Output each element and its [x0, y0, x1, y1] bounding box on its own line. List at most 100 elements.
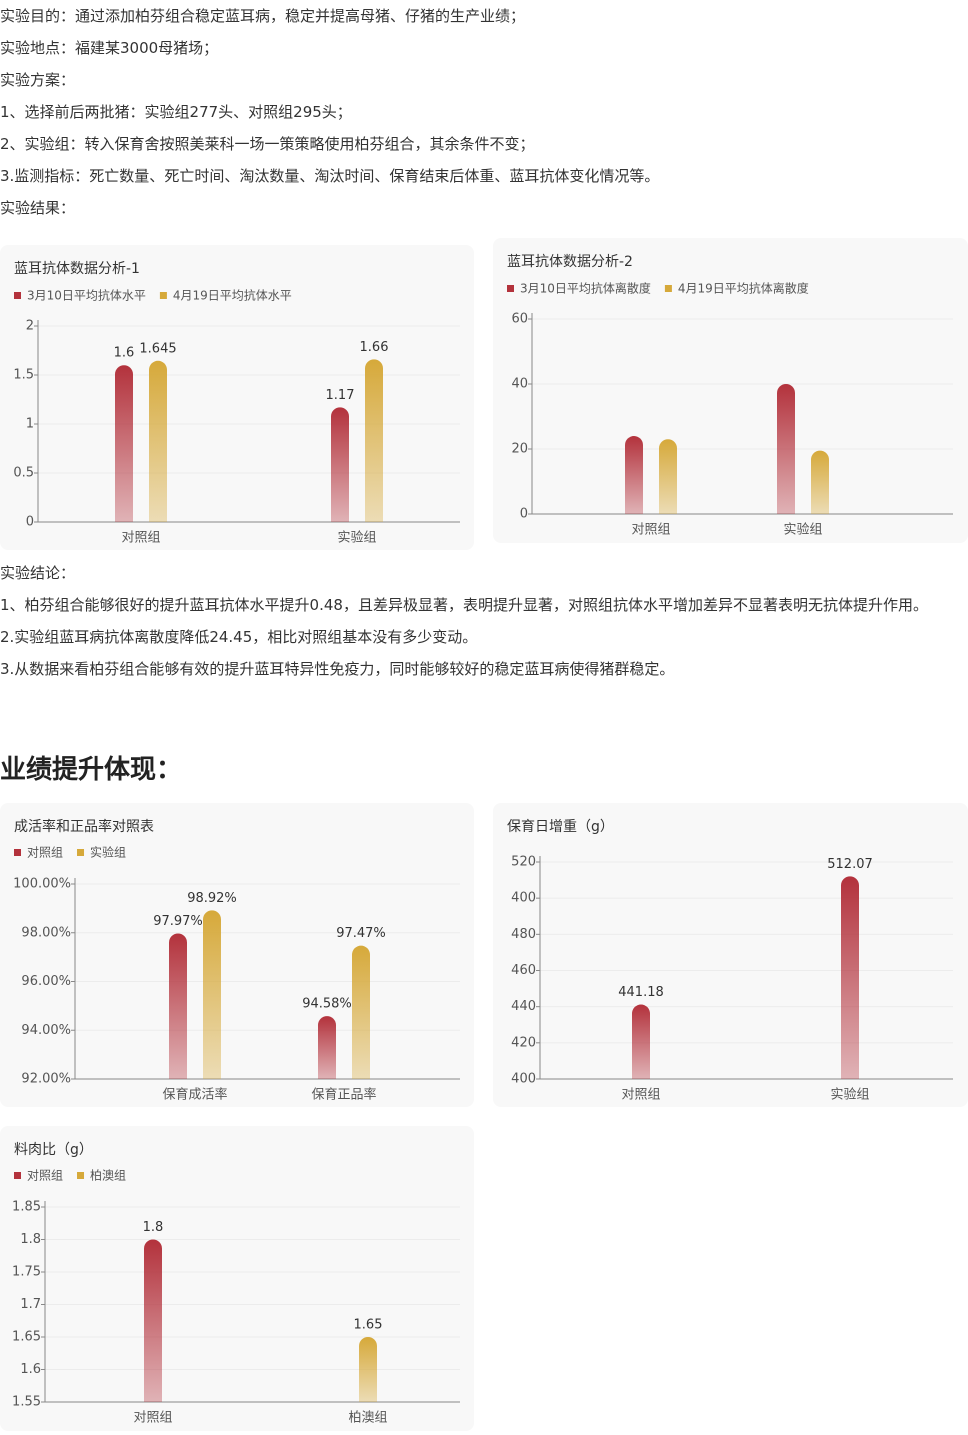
x-tick-label: 对照组	[133, 1411, 172, 1426]
data-label: 98.92%	[187, 891, 237, 906]
paragraph: 3.监测指标：死亡数量、死亡时间、淘汰数量、淘汰时间、保育结束后体重、蓝耳抗体变…	[0, 167, 660, 185]
chart-title: 保育日增重（g）	[507, 819, 614, 835]
y-tick-label: 98.00%	[21, 925, 71, 940]
paragraph: 实验目的：通过添加柏芬组合稳定蓝耳病，稳定并提高母猪、仔猪的生产业绩；	[0, 7, 526, 25]
y-tick-label: 420	[511, 1035, 536, 1050]
legend-label: 4月19日平均抗体离散度	[678, 281, 809, 296]
data-label: 94.58%	[302, 997, 352, 1012]
data-label: 1.66	[360, 340, 389, 355]
legend-swatch	[77, 1172, 85, 1179]
bar	[115, 365, 133, 522]
bar	[811, 450, 829, 514]
data-label: 97.97%	[153, 914, 203, 929]
bar	[169, 933, 187, 1079]
legend-swatch	[664, 285, 672, 292]
y-tick-label: 400	[511, 1072, 536, 1087]
legend-swatch	[159, 292, 167, 299]
y-tick-label: 2	[26, 319, 34, 334]
x-tick-label: 保育正品率	[311, 1087, 376, 1103]
y-tick-label: 20	[511, 442, 528, 457]
x-tick-label: 对照组	[121, 531, 160, 546]
y-tick-label: 92.00%	[21, 1072, 71, 1087]
data-label: 1.8	[143, 1220, 164, 1235]
bar	[777, 384, 795, 514]
y-tick-label: 1.75	[12, 1265, 41, 1280]
x-tick-label: 实验组	[337, 530, 376, 546]
data-label: 512.07	[827, 857, 873, 872]
bar	[352, 945, 370, 1079]
y-tick-label: 1.55	[12, 1395, 41, 1410]
section-title: 业绩提升体现：	[0, 755, 183, 785]
x-tick-label: 对照组	[631, 523, 670, 538]
y-tick-label: 460	[511, 963, 536, 978]
x-tick-label: 实验组	[783, 522, 822, 538]
y-tick-label: 96.00%	[21, 974, 71, 989]
legend-swatch	[77, 849, 85, 856]
chart-card: 保育日增重（g） 400 420 440 460 480 400 520 对照组 441.18 实验…	[493, 803, 968, 1107]
bar	[203, 910, 221, 1079]
bar	[149, 360, 167, 522]
paragraph: 实验结果：	[0, 199, 76, 217]
data-label: 1.65	[354, 1318, 383, 1333]
chart-title: 蓝耳抗体数据分析-1	[14, 261, 140, 277]
y-tick-label: 1.6	[20, 1362, 41, 1377]
chart: 蓝耳抗体数据分析-1 3月10日平均抗体水平 4月19日平均抗体水平 0 0.5 1 1.5…	[13, 261, 460, 546]
data-label: 1.17	[326, 388, 355, 403]
legend-swatch	[14, 849, 21, 856]
paragraph: 实验方案：	[0, 71, 76, 89]
legend-swatch	[14, 292, 21, 299]
y-tick-label: 100.00%	[13, 877, 71, 892]
chart: 料肉比（g）对照组 柏澳组1.551.61.651.71.751.81.85对照组…	[12, 1142, 460, 1426]
bar	[144, 1239, 162, 1402]
bar	[841, 876, 859, 1079]
legend-label: 3月10日平均抗体离散度	[520, 281, 651, 296]
y-tick-label: 1.8	[20, 1232, 41, 1247]
bar	[632, 1004, 650, 1079]
bar	[365, 359, 383, 522]
chart-card: 蓝耳抗体数据分析-1 3月10日平均抗体水平 4月19日平均抗体水平 0 0.5 1 1.5…	[0, 245, 474, 550]
legend-label: 对照组	[27, 846, 63, 860]
legend-label: 实验组	[90, 845, 126, 860]
chart-card: 成活率和正品率对照表 对照组 实验组 92.00% 94.00% 96.00% 98.00%…	[0, 803, 474, 1107]
bar	[659, 439, 677, 514]
paragraph: 实验地点：福建某3000母猪场；	[0, 39, 219, 57]
y-tick-label: 94.00%	[21, 1023, 71, 1038]
chart-title: 料肉比（g）	[14, 1142, 93, 1158]
bar	[359, 1337, 377, 1402]
y-tick-label: 40	[511, 377, 528, 392]
chart-card: 料肉比（g） 对照组 柏澳组 1.55 1.6 1.65 1.7 1.75 1.8 1.85 对照组…	[0, 1126, 474, 1431]
y-tick-label: 0	[520, 507, 528, 522]
x-tick-label: 实验组	[830, 1087, 869, 1103]
chart: 保育日增重（g） 400 420 440 460 480 400 520 对照组 441.18 实验…	[507, 819, 953, 1103]
data-label: 97.47%	[336, 926, 386, 941]
y-tick-label: 440	[511, 999, 536, 1014]
y-tick-label: 1.65	[12, 1330, 41, 1345]
bar	[331, 407, 349, 522]
legend-label: 3月10日平均抗体水平	[27, 288, 146, 303]
data-label: 1.6	[114, 346, 135, 361]
y-tick-label: 1	[26, 417, 34, 432]
chart-card: 蓝耳抗体数据分析-2 3月10日平均抗体离散度 4月19日平均抗体离散度 0 20 40 6…	[493, 238, 968, 543]
data-label: 441.18	[618, 985, 664, 1000]
y-tick-label: 520	[511, 855, 536, 870]
paragraph: 2.实验组蓝耳病抗体离散度降低24.45，相比对照组基本没有多少变动。	[0, 628, 478, 646]
legend-swatch	[14, 1172, 21, 1179]
y-tick-label: 1.7	[20, 1297, 41, 1312]
paragraph: 1、柏芬组合能够很好的提升蓝耳抗体水平提升0.48，且差异极显著，表明提升显著，…	[0, 596, 928, 614]
bar	[625, 436, 643, 514]
y-tick-label: 400	[511, 891, 536, 906]
paragraph: 2、实验组：转入保育舍按照美莱科一场一策策略使用柏芬组合，其余条件不变；	[0, 135, 535, 153]
chart-title: 蓝耳抗体数据分析-2	[507, 254, 633, 270]
paragraph: 实验结论：	[0, 564, 76, 582]
legend-label: 4月19日平均抗体水平	[173, 288, 292, 303]
bar	[318, 1016, 336, 1079]
y-tick-label: 0.5	[13, 466, 34, 481]
paragraph: 3.从数据来看柏芬组合能够有效的提升蓝耳特异性免疫力，同时能够较好的稳定蓝耳病使…	[0, 660, 675, 678]
legend-label: 对照组	[27, 1169, 63, 1183]
x-tick-label: 对照组	[621, 1088, 660, 1103]
paragraph: 1、选择前后两批猪：实验组277头、对照组295头；	[0, 103, 352, 121]
y-tick-label: 0	[26, 515, 34, 530]
y-tick-label: 1.85	[12, 1200, 41, 1215]
